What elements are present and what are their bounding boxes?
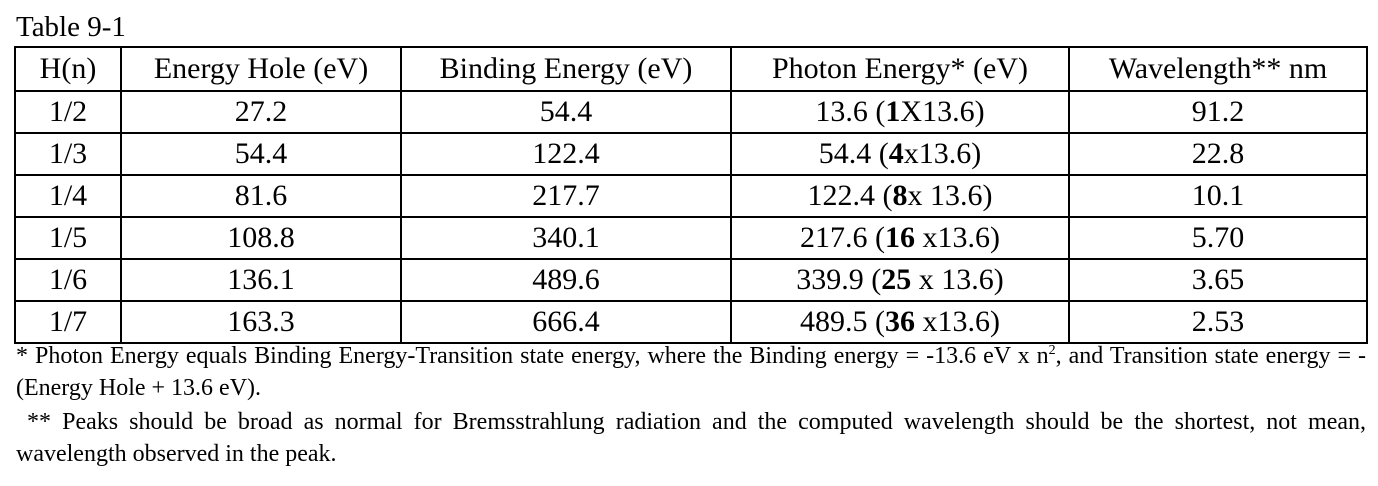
table-row: 1/6 136.1 489.6 339.9 (25 x 13.6) 3.65 xyxy=(14,258,1368,302)
cell-bold-text: 8 xyxy=(892,179,908,212)
table-cell: 13.6 (1X13.6) xyxy=(730,90,1070,134)
table-cell: 27.2 xyxy=(120,90,402,134)
table-cell: 122.4 xyxy=(400,132,732,176)
table-title: Table 9-1 xyxy=(16,11,126,43)
cell-bold-text: 25 xyxy=(881,263,912,296)
table-cell: 339.9 (25 x 13.6) xyxy=(730,258,1070,302)
table-row: 1/4 81.6 217.7 122.4 (8x 13.6) 10.1 xyxy=(14,174,1368,218)
header-cell: Wavelength** nm xyxy=(1068,46,1368,92)
cell-text: x 13.6) xyxy=(907,179,993,212)
data-table: H(n) Energy Hole (eV) Binding Energy (eV) P… xyxy=(14,46,1368,344)
table-cell: 122.4 (8x 13.6) xyxy=(730,174,1070,218)
cell-text: 339.9 ( xyxy=(796,263,882,296)
header-cell: Energy Hole (eV) xyxy=(120,46,402,92)
table-row: 1/2 27.2 54.4 13.6 (1X13.6) 91.2 xyxy=(14,90,1368,134)
header-cell: Binding Energy (eV) xyxy=(400,46,732,92)
cell-text: 54.4 ( xyxy=(818,137,889,170)
cell-text: 122.4 ( xyxy=(807,179,893,212)
table-cell: 1/5 xyxy=(14,216,122,260)
cell-bold-text: 1 xyxy=(885,95,901,128)
table-cell: 54.4 xyxy=(120,132,402,176)
table-row: 1/7 163.3 666.4 489.5 (36 x13.6) 2.53 xyxy=(14,300,1368,344)
cell-text: 13.6 ( xyxy=(815,95,886,128)
table-cell: 3.65 xyxy=(1068,258,1368,302)
table-cell: 54.4 (4x13.6) xyxy=(730,132,1070,176)
table-cell: 217.7 xyxy=(400,174,732,218)
table-cell: 1/2 xyxy=(14,90,122,134)
header-row: H(n) Energy Hole (eV) Binding Energy (eV) P… xyxy=(14,46,1368,92)
cell-text: X13.6) xyxy=(900,95,985,128)
table-body: 1/2 27.2 54.4 13.6 (1X13.6) 91.2 1/3 54.4 122.4… xyxy=(14,90,1368,344)
cell-text: x13.6) xyxy=(903,137,982,170)
cell-bold-text: 4 xyxy=(888,137,904,170)
table-cell: 1/4 xyxy=(14,174,122,218)
table-cell: 2.53 xyxy=(1068,300,1368,344)
table-cell: 108.8 xyxy=(120,216,402,260)
table-cell: 1/3 xyxy=(14,132,122,176)
table-cell: 217.6 (16 x13.6) xyxy=(730,216,1070,260)
cell-text: x13.6) xyxy=(915,221,1001,254)
table-cell: 163.3 xyxy=(120,300,402,344)
cell-text: 489.5 ( xyxy=(800,305,885,338)
footnotes: * Photon Energy equals Binding Energy-Tr… xyxy=(16,340,1366,472)
table-cell: 666.4 xyxy=(400,300,732,344)
footnote: * Photon Energy equals Binding Energy-Tr… xyxy=(16,340,1366,404)
table-cell: 22.8 xyxy=(1068,132,1368,176)
footnote: ** Peaks should be broad as normal for B… xyxy=(16,406,1366,470)
cell-bold-text: 36 xyxy=(885,305,915,338)
header-cell: H(n) xyxy=(14,46,122,92)
header-cell: Photon Energy* (eV) xyxy=(730,46,1070,92)
table-cell: 54.4 xyxy=(400,90,732,134)
cell-bold-text: 16 xyxy=(885,221,915,254)
superscript: 2 xyxy=(1048,343,1056,358)
footnote-text: * Photon Energy equals Binding Energy-Tr… xyxy=(16,343,1049,369)
table-cell: 5.70 xyxy=(1068,216,1368,260)
table-cell: 489.6 xyxy=(400,258,732,302)
cell-text: 217.6 ( xyxy=(800,221,885,254)
table-cell: 10.1 xyxy=(1068,174,1368,218)
table-cell: 1/7 xyxy=(14,300,122,344)
footnote-text: ** Peaks should be broad as normal for B… xyxy=(16,409,1372,467)
table-cell: 136.1 xyxy=(120,258,402,302)
table-row: 1/5 108.8 340.1 217.6 (16 x13.6) 5.70 xyxy=(14,216,1368,260)
table-cell: 91.2 xyxy=(1068,90,1368,134)
table-cell: 489.5 (36 x13.6) xyxy=(730,300,1070,344)
footnote-text: , and Transition state energy = -(Energy… xyxy=(16,343,1366,401)
table-cell: 340.1 xyxy=(400,216,732,260)
cell-text: x 13.6) xyxy=(911,263,1004,296)
cell-text: x13.6) xyxy=(915,305,1001,338)
table-cell: 1/6 xyxy=(14,258,122,302)
table-cell: 81.6 xyxy=(120,174,402,218)
table-row: 1/3 54.4 122.4 54.4 (4x13.6) 22.8 xyxy=(14,132,1368,176)
